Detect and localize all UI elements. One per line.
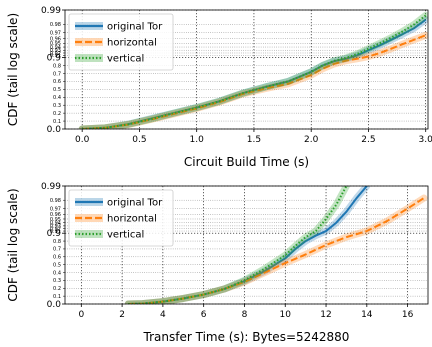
- y-tick-label: 0.0: [47, 125, 62, 135]
- legend-box: [68, 13, 174, 71]
- legend-entry-1: original Tor: [107, 22, 163, 33]
- y-minor-tick-label: 0.94: [50, 221, 61, 227]
- series-line-3: [82, 14, 427, 129]
- y-minor-tick-label: 0.92: [50, 51, 61, 57]
- y-minor-tick-label: 0.2: [53, 286, 61, 292]
- y-tick-label: 0.0: [47, 300, 62, 310]
- series-line-3: [128, 186, 348, 304]
- y-minor-tick-label: 0.1: [53, 294, 61, 300]
- y-minor-tick-label: 0.6: [53, 255, 61, 261]
- y-axis-label: CDF (tail log scale): [6, 13, 20, 126]
- y-minor-tick-label: 0.95: [50, 217, 61, 223]
- x-axis-label: Circuit Build Time (s): [184, 155, 309, 169]
- y-minor-tick-label: 0.7: [53, 247, 61, 253]
- x-tick-label: 3.0: [419, 135, 432, 145]
- y-minor-tick-label: 0.95: [50, 41, 61, 47]
- x-tick-label: 2.0: [304, 135, 319, 145]
- y-minor-tick-label: 0.97: [50, 31, 61, 37]
- x-tick-label: 8: [242, 310, 248, 320]
- chart-panel-1: 0.0 0.5 1.0 1.5 2.0 2.5 3.0 0.0 0.9 0.99 0.1 0.2 0.3…: [6, 6, 432, 169]
- series-group: [78, 11, 428, 129]
- y-minor-tick-label: 0.92: [50, 226, 61, 232]
- x-tick-label: 1.5: [247, 135, 261, 145]
- legend-entry-3: vertical: [107, 54, 144, 65]
- legend-box: [68, 189, 174, 247]
- y-minor-tick-label: 0.8: [53, 239, 61, 245]
- y-minor-tick-label: 0.5: [53, 262, 61, 268]
- y-minor-tick-label: 0.4: [53, 270, 61, 276]
- y-minor-tick-label: 0.91: [50, 229, 61, 235]
- series-line-2: [82, 34, 427, 129]
- y-tick-label: 0.99: [41, 182, 61, 192]
- y-minor-tick-label: 0.98: [50, 22, 61, 28]
- y-minor-tick-label: 0.2: [53, 111, 61, 117]
- x-tick-label: 0: [78, 310, 84, 320]
- x-tick-label: 1.0: [190, 135, 205, 145]
- legend-entry-1: original Tor: [107, 198, 163, 209]
- series-group: [124, 186, 428, 304]
- x-tick-label: 16: [402, 310, 414, 320]
- y-minor-tick-label: 0.3: [53, 278, 61, 284]
- legend-entry-2: horizontal: [107, 214, 157, 225]
- y-minor-tick-label: 0.97: [50, 206, 61, 212]
- y-minor-tick-label: 0.4: [53, 95, 61, 101]
- y-minor-tick-label: 0.93: [50, 48, 61, 54]
- y-minor-tick-label: 0.96: [50, 36, 61, 42]
- y-axis-label: CDF (tail log scale): [6, 188, 20, 301]
- y-minor-tick-label: 0.1: [53, 119, 61, 125]
- plot-frame: [64, 9, 429, 130]
- chart-panel-2: 0 2 4 6 8 10 12 14 160.00.90.990.10.20.30.40.50.…: [6, 182, 429, 344]
- series-line-2: [128, 197, 425, 304]
- x-axis-label: Transfer Time (s): Bytes=5242880: [143, 330, 350, 344]
- x-tick-label: 10: [280, 310, 292, 320]
- y-minor-tick-label: 0.8: [53, 63, 61, 69]
- series-line-1: [128, 186, 368, 304]
- x-tick-label: 0.5: [132, 135, 146, 145]
- legend: original Tor horizontal vertical: [68, 13, 174, 71]
- y-minor-tick-label: 0.3: [53, 103, 61, 109]
- legend-entry-2: horizontal: [107, 38, 157, 49]
- x-tick-label: 2: [119, 310, 125, 320]
- x-tick-label: 2.5: [361, 135, 375, 145]
- y-minor-tick-label: 0.5: [53, 87, 61, 93]
- x-tick-label: 12: [320, 310, 331, 320]
- x-tick-label: 4: [160, 310, 166, 320]
- y-tick-label: 0.99: [41, 6, 61, 16]
- y-minor-tick-label: 0.7: [53, 71, 61, 77]
- legend-entry-3: vertical: [107, 230, 144, 241]
- x-tick-label: 0.0: [75, 135, 90, 145]
- y-minor-tick-label: 0.6: [53, 79, 61, 85]
- y-minor-tick-label: 0.94: [50, 45, 61, 51]
- y-minor-tick-label: 0.91: [50, 53, 61, 59]
- legend: original Tor horizontal vertical: [68, 189, 174, 247]
- plot-frame: [64, 185, 429, 305]
- y-tick-label: 0.9: [47, 229, 62, 239]
- y-minor-tick-label: 0.93: [50, 224, 61, 230]
- x-tick-label: 14: [361, 310, 373, 320]
- x-tick-label: 6: [201, 310, 207, 320]
- y-minor-tick-label: 0.96: [50, 212, 61, 218]
- y-tick-label: 0.9: [47, 54, 62, 64]
- y-minor-tick-label: 0.98: [50, 198, 61, 204]
